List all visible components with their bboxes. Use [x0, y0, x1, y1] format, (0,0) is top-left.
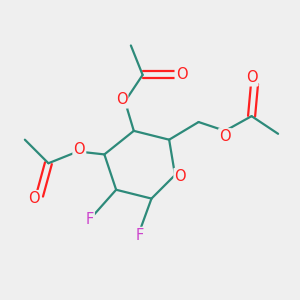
Text: O: O	[28, 191, 40, 206]
Text: O: O	[219, 129, 231, 144]
Text: O: O	[176, 68, 187, 82]
Text: O: O	[74, 142, 85, 158]
Text: O: O	[246, 70, 257, 86]
Text: F: F	[136, 228, 144, 243]
Text: F: F	[85, 212, 94, 227]
Text: O: O	[116, 92, 127, 107]
Text: O: O	[175, 169, 186, 184]
